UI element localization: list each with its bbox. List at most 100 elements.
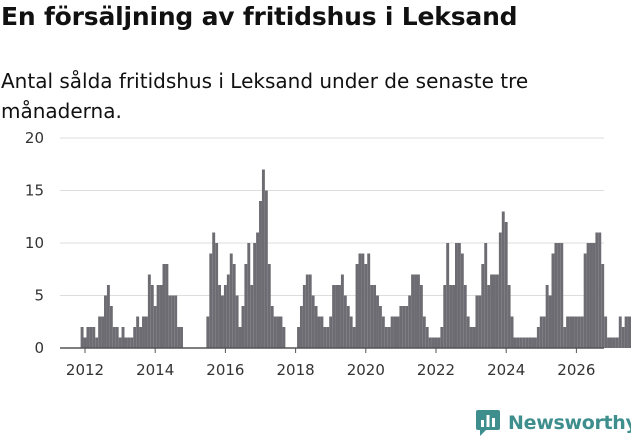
bar	[299, 306, 303, 348]
bar	[446, 243, 450, 348]
x-tick-label: 2026	[557, 361, 595, 379]
bar	[370, 285, 374, 348]
bar	[466, 316, 470, 348]
bar	[478, 295, 482, 348]
bar	[402, 306, 406, 348]
bar	[314, 306, 318, 348]
bar	[533, 337, 537, 348]
bar	[238, 327, 242, 348]
bar	[513, 337, 517, 348]
bar	[270, 306, 274, 348]
x-tick-label: 2018	[277, 361, 315, 379]
bar	[411, 274, 415, 348]
bar	[261, 169, 265, 348]
bar	[531, 337, 534, 348]
bar	[545, 285, 549, 348]
gridlines	[60, 137, 604, 296]
bar	[481, 264, 485, 348]
bar	[276, 316, 280, 348]
bar	[144, 316, 148, 348]
bar	[566, 316, 570, 348]
bar	[373, 285, 377, 348]
bar	[250, 285, 254, 348]
bar	[259, 201, 262, 348]
bar	[563, 327, 567, 348]
bar	[118, 337, 122, 348]
bar	[376, 295, 379, 348]
bar	[548, 295, 552, 348]
bar	[343, 295, 347, 348]
bar	[320, 316, 324, 348]
bar	[115, 327, 119, 348]
bar	[595, 232, 599, 348]
bar	[150, 285, 154, 348]
bar	[273, 316, 277, 348]
bar	[297, 327, 300, 348]
bar	[443, 285, 447, 348]
bar	[247, 243, 251, 348]
bar	[358, 253, 362, 348]
bar	[583, 253, 587, 348]
bar	[317, 316, 321, 348]
bar	[457, 243, 461, 348]
bar	[340, 274, 344, 348]
bar	[428, 337, 432, 348]
bar	[452, 285, 455, 348]
bar	[384, 327, 388, 348]
bar	[589, 243, 593, 348]
x-tick-label: 2012	[66, 361, 104, 379]
bar	[352, 327, 356, 348]
bar	[106, 285, 110, 348]
bar	[627, 316, 631, 348]
bar	[416, 274, 420, 348]
bar	[387, 327, 391, 348]
bar	[507, 285, 511, 348]
bar	[598, 232, 602, 348]
bar	[504, 222, 508, 348]
bar	[80, 327, 84, 348]
bar	[241, 306, 245, 348]
bar	[147, 274, 151, 348]
bar	[235, 295, 239, 348]
bar	[510, 316, 514, 348]
x-tick-label: 2016	[206, 361, 244, 379]
bar	[323, 327, 327, 348]
bar	[367, 253, 371, 348]
bar	[381, 316, 385, 348]
bar	[586, 243, 590, 348]
bar	[475, 295, 479, 348]
bar	[604, 316, 608, 348]
bar	[454, 243, 458, 348]
bar	[434, 337, 438, 348]
bar	[332, 285, 336, 348]
y-tick-label: 0	[34, 339, 44, 357]
bar	[560, 243, 564, 348]
bar	[437, 337, 441, 348]
bar	[95, 337, 99, 348]
bar	[610, 337, 613, 348]
bar	[206, 316, 210, 348]
bar	[612, 337, 616, 348]
x-tick-label: 2020	[347, 361, 385, 379]
bar	[463, 285, 467, 348]
bar	[399, 306, 403, 348]
bar	[98, 316, 102, 348]
bar	[516, 337, 520, 348]
bar	[209, 253, 213, 348]
chart-bubble-icon	[476, 410, 500, 436]
bar	[408, 295, 412, 348]
bar	[361, 253, 365, 348]
bar	[305, 274, 309, 348]
bar	[162, 264, 166, 348]
bar	[618, 316, 622, 348]
bar	[551, 253, 555, 348]
bar	[180, 327, 183, 348]
bar	[487, 285, 491, 348]
bar	[279, 316, 283, 348]
bar	[264, 190, 268, 348]
bar	[244, 264, 248, 348]
bar	[557, 243, 561, 348]
bar	[229, 253, 233, 348]
y-tick-label: 15	[25, 182, 44, 200]
axes: 0510152012012201420162018202020222024202…	[25, 129, 604, 379]
